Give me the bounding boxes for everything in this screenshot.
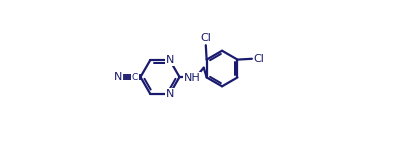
Text: Cl: Cl [253, 54, 264, 64]
Text: N: N [166, 89, 174, 99]
Text: Cl: Cl [200, 33, 211, 43]
Text: N: N [114, 72, 123, 82]
Text: C: C [132, 73, 138, 81]
Text: NH: NH [184, 73, 201, 83]
Text: N: N [166, 55, 174, 65]
